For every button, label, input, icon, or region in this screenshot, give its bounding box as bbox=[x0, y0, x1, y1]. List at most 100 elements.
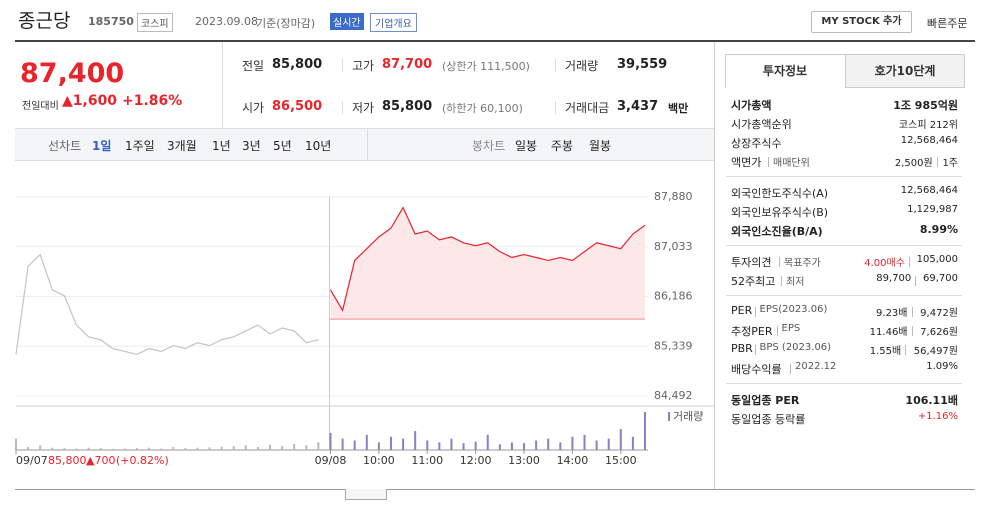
x-tick-label: 14:00 bbox=[557, 454, 589, 467]
info-value: 56,497원 bbox=[913, 346, 958, 357]
info-label: 목표주가 bbox=[784, 258, 821, 269]
group-divider bbox=[726, 176, 962, 177]
prev-close-annotation: (+0.82%) bbox=[116, 454, 169, 467]
info-label: 외국인한도주식수(A) bbox=[731, 187, 829, 200]
volume-bar bbox=[220, 446, 223, 450]
info-value: 8.99% bbox=[919, 223, 958, 236]
candle-tab[interactable]: 주봉 bbox=[551, 139, 574, 153]
quick-order[interactable]: 빠른주문 bbox=[927, 17, 968, 30]
period-tab[interactable]: 3개월 bbox=[167, 139, 197, 153]
x-tick-label: 13:00 bbox=[508, 454, 540, 467]
price-line bbox=[15, 253, 319, 356]
period-tab[interactable]: 1년 bbox=[212, 139, 231, 153]
volume-bar bbox=[293, 443, 296, 450]
volume-bar bbox=[353, 440, 356, 450]
group-divider bbox=[726, 383, 962, 384]
info-value: 2,500원 bbox=[894, 158, 933, 169]
info-value: 69,700 bbox=[923, 273, 958, 284]
info-value: 1,129,987 bbox=[907, 204, 958, 215]
volume-bar bbox=[438, 442, 441, 450]
volume-bar bbox=[498, 444, 501, 450]
volume-bar bbox=[389, 436, 392, 450]
side-tab[interactable]: 호가10단계 bbox=[845, 55, 964, 88]
candle-tab[interactable]: 월봉 bbox=[589, 139, 612, 153]
volume-bar bbox=[365, 434, 368, 450]
info-label: 2022.12 bbox=[795, 361, 837, 372]
info-value: +1.16% bbox=[917, 411, 958, 422]
y-tick-label: 86,186 bbox=[654, 290, 693, 303]
price-line bbox=[329, 206, 646, 312]
info-value: 7,626원 bbox=[920, 327, 958, 338]
realtime-badge[interactable]: 실시간 bbox=[330, 13, 364, 30]
change: ▲1,600 bbox=[62, 93, 118, 109]
volume-bar bbox=[99, 448, 102, 450]
label-divider bbox=[754, 345, 756, 355]
info-value: 12,568,464 bbox=[900, 135, 958, 146]
summary-divider bbox=[342, 59, 343, 72]
info-label: 투자의견 bbox=[731, 256, 772, 269]
value-divider bbox=[915, 276, 917, 286]
volume-bar bbox=[510, 442, 513, 450]
line-chart-label: 선차트 bbox=[48, 139, 82, 153]
volume-bar bbox=[148, 447, 151, 450]
info-value: 9,472원 bbox=[920, 308, 958, 319]
label-divider bbox=[790, 364, 791, 374]
area-fill bbox=[330, 207, 645, 320]
company-button[interactable]: 기업개요 bbox=[370, 13, 417, 32]
bottom-rule bbox=[15, 489, 975, 490]
summary-label: 저가 bbox=[352, 101, 375, 115]
volume-bar bbox=[462, 443, 465, 450]
info-value: 1.09% bbox=[926, 361, 958, 372]
volume-bar bbox=[426, 440, 429, 450]
period-tab[interactable]: 10년 bbox=[305, 139, 332, 153]
prev-close-annotation: ▲700 bbox=[86, 454, 115, 467]
x-tick-label: 10:00 bbox=[363, 454, 395, 467]
value-divider bbox=[911, 326, 913, 336]
info-label: EPS bbox=[781, 323, 801, 334]
info-value: 코스피 212위 bbox=[898, 120, 958, 131]
info-label: 동일업종 등락률 bbox=[731, 413, 806, 426]
volume-bar bbox=[184, 448, 187, 450]
volume-bar bbox=[377, 442, 380, 450]
summary-divider bbox=[555, 101, 556, 114]
info-value: 1.55배 bbox=[869, 346, 902, 357]
value-divider bbox=[911, 307, 913, 317]
current-price: 87,400 bbox=[20, 58, 125, 89]
side-tab[interactable]: 투자정보 bbox=[726, 55, 844, 87]
info-label: 추정PER bbox=[731, 325, 773, 338]
collapse-button[interactable] bbox=[345, 489, 387, 500]
info-value: 1조 985억원 bbox=[893, 99, 958, 112]
y-tick-label: 87,880 bbox=[654, 190, 693, 203]
summary-value: 85,800 bbox=[382, 99, 433, 114]
candle-chart-label: 봉차트 bbox=[472, 139, 506, 153]
info-value: 89,700 bbox=[876, 273, 912, 284]
volume-bar bbox=[135, 448, 138, 450]
volume-bar bbox=[269, 444, 272, 450]
info-value: 105,000 bbox=[916, 254, 958, 265]
period-tab[interactable]: 1주일 bbox=[125, 139, 155, 153]
summary-value: 85,800 bbox=[272, 57, 323, 72]
market-badge: 코스피 bbox=[137, 13, 173, 32]
candle-tab[interactable]: 일봉 bbox=[515, 139, 538, 153]
change-label: 전일대비 bbox=[22, 101, 59, 112]
period-tab[interactable]: 1일 bbox=[92, 139, 112, 153]
volume-bar bbox=[474, 441, 477, 450]
volume-bar bbox=[305, 445, 308, 450]
volume-bar bbox=[329, 432, 332, 450]
mystock-button[interactable]: MY STOCK 추가 bbox=[811, 11, 912, 33]
volume-bar bbox=[583, 434, 586, 450]
price-chart: 84,492 85,339 86,186 87,033 87,880 거래량 09/07 09… bbox=[15, 190, 714, 467]
volume-bar bbox=[644, 412, 646, 450]
header-rule bbox=[15, 40, 975, 42]
value-divider bbox=[908, 257, 910, 267]
summary-extra: (상한가 111,500) bbox=[442, 60, 530, 73]
volume-bar bbox=[414, 431, 417, 450]
period-tab[interactable]: 5년 bbox=[273, 139, 292, 153]
volume-bar bbox=[39, 445, 42, 450]
stock-name: 종근당 bbox=[18, 10, 71, 32]
volume-bar bbox=[535, 440, 538, 450]
tab-bar-divider bbox=[367, 129, 368, 160]
summary-label: 고가 bbox=[352, 59, 375, 73]
period-tab[interactable]: 3년 bbox=[242, 139, 261, 153]
